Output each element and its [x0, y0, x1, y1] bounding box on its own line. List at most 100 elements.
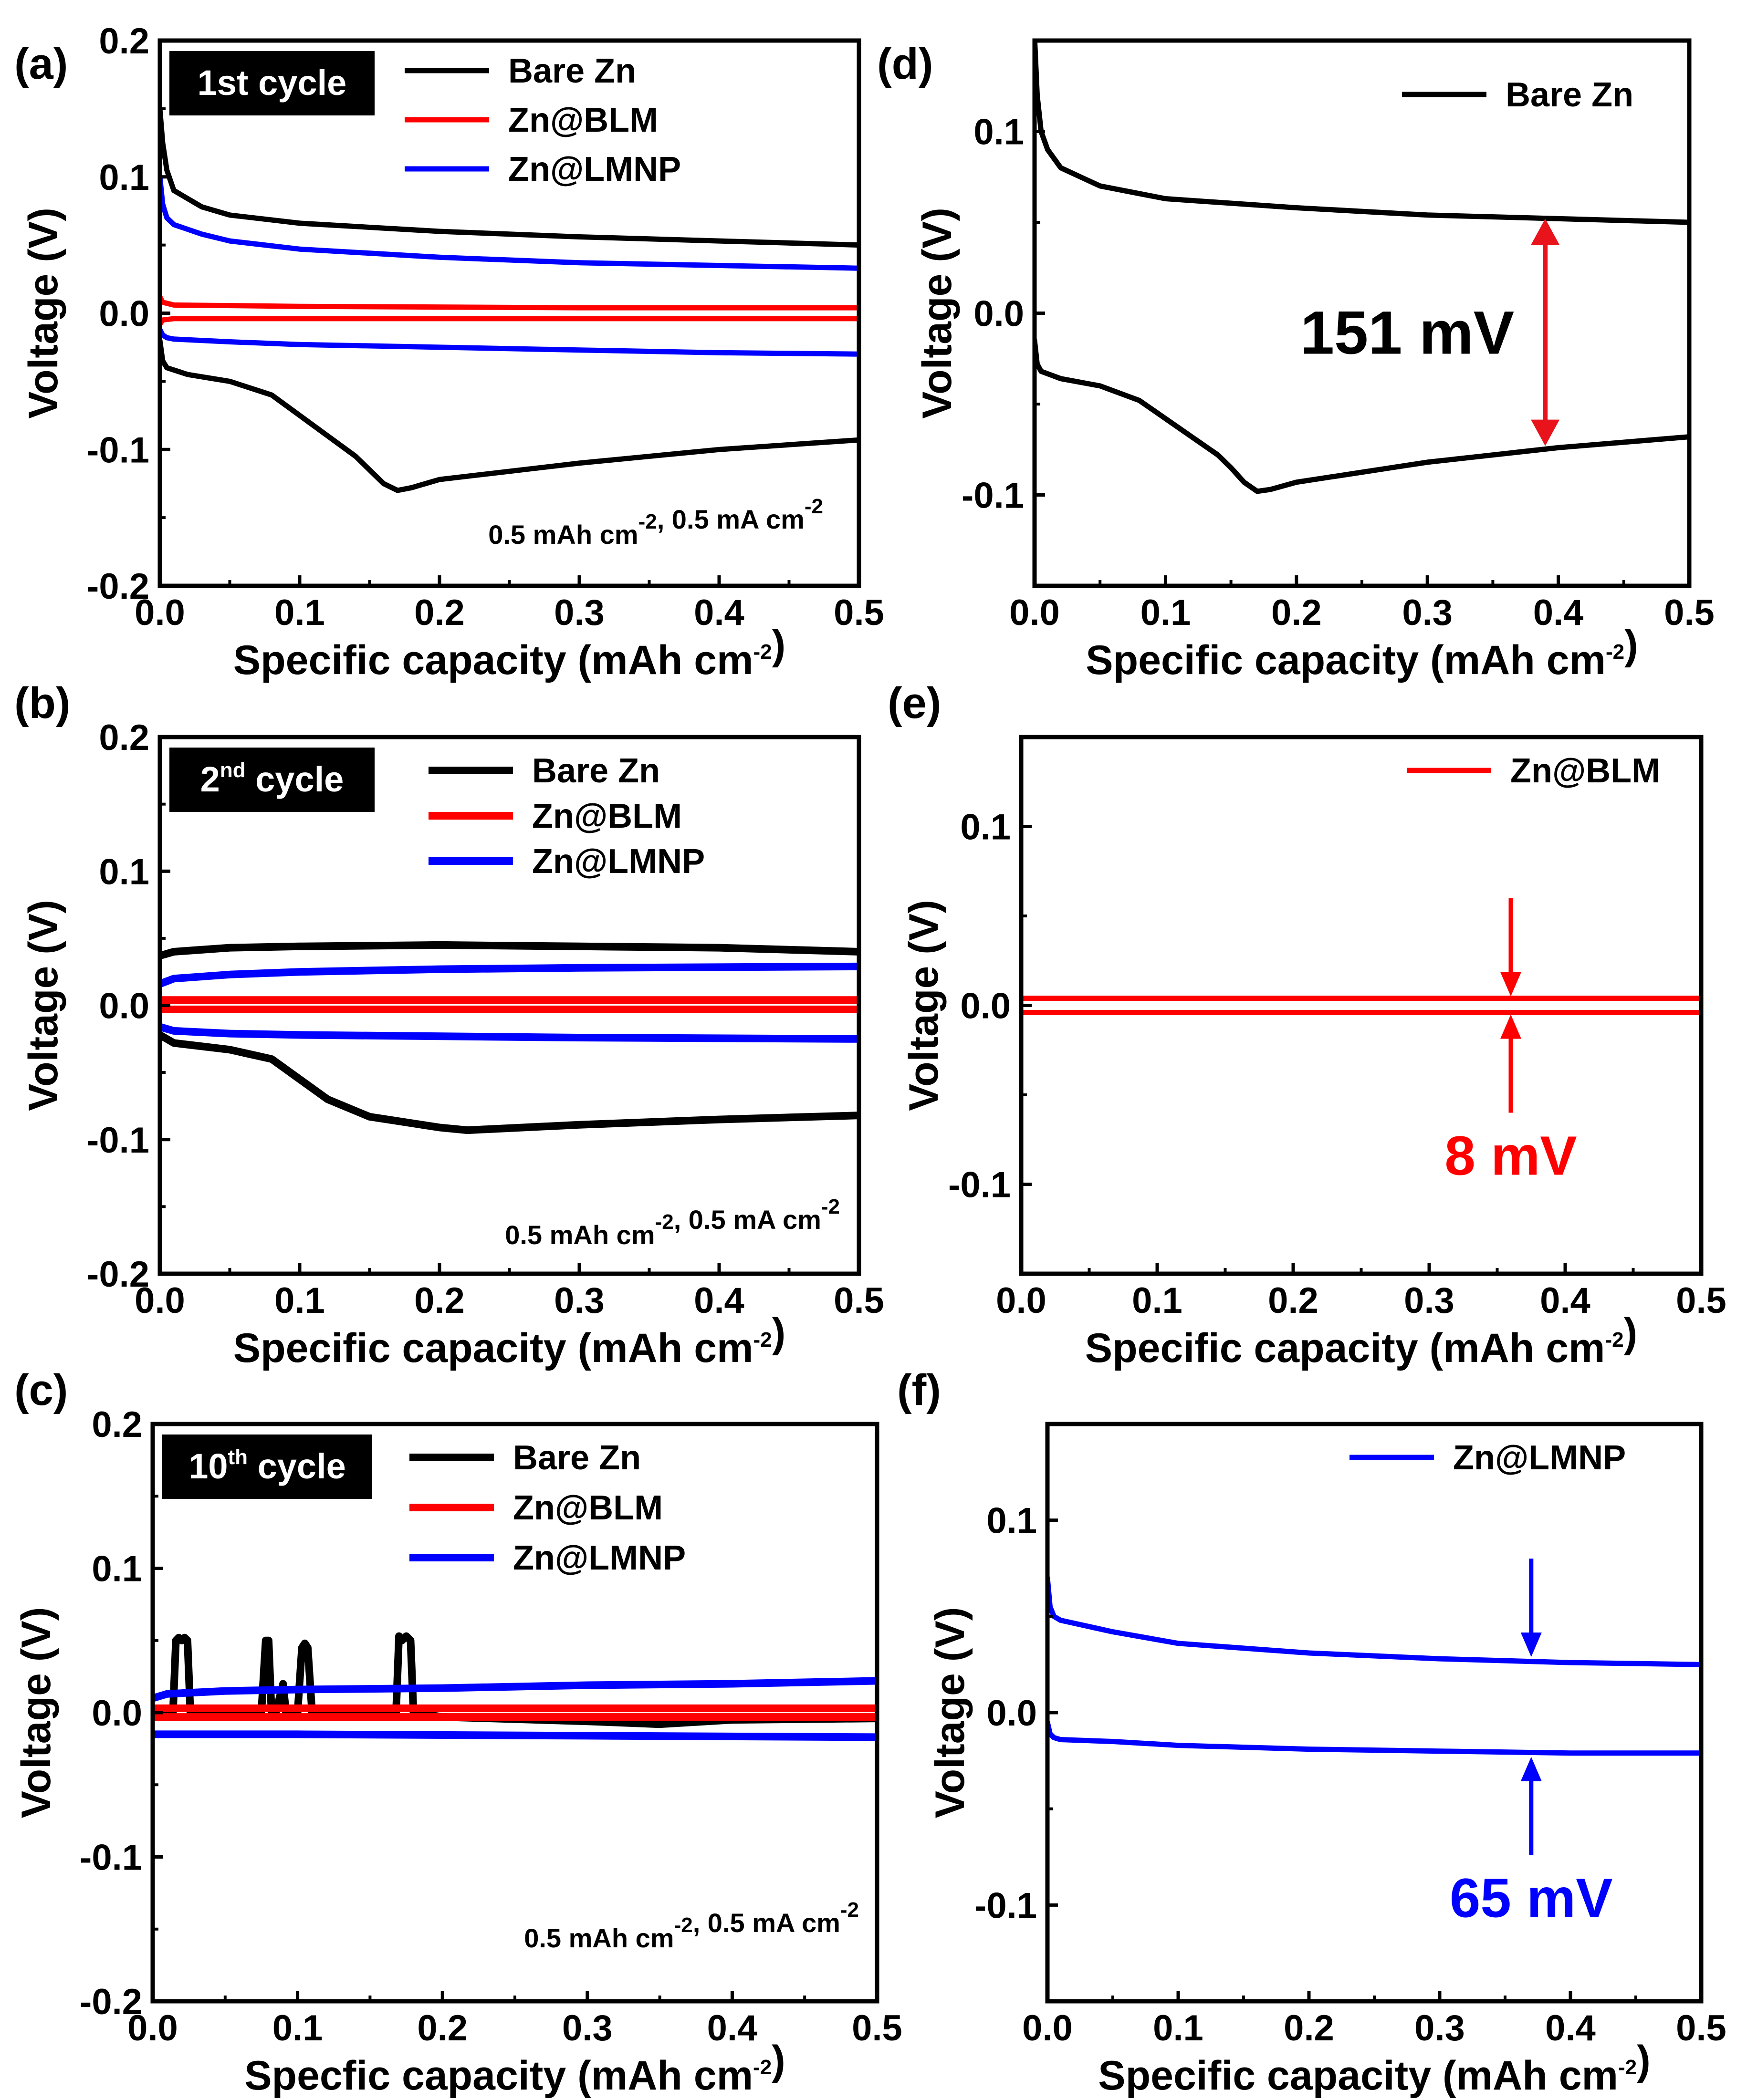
x-tick-label: 0.4 — [707, 2008, 758, 2048]
legend-label: Zn@BLM — [1510, 752, 1660, 790]
x-tick-label: 0.2 — [414, 593, 465, 633]
panel-a: 0.0 0.1 0.2 0.3 0.4 0.5-0.2-0.10.00.10.2Speci… — [14, 21, 884, 683]
panel-label: (b) — [14, 679, 70, 728]
x-tick-label: 0.1 — [272, 2008, 323, 2048]
x-tick-label: 0.0 — [1009, 593, 1060, 633]
x-tick-label: 0.2 — [1284, 2008, 1334, 2048]
y-tick-label: 0.2 — [99, 717, 149, 758]
y-tick-label: 0.1 — [973, 112, 1024, 153]
x-tick-label: 0.4 — [1545, 2008, 1596, 2048]
x-tick-label: 0.1 — [1132, 1280, 1182, 1321]
legend-label: Zn@LMNP — [1453, 1439, 1626, 1477]
x-tick-label: 0.2 — [417, 2008, 468, 2048]
legend-label: Zn@LMNP — [508, 150, 681, 188]
series-line-zn-blm — [160, 294, 859, 311]
series-group — [160, 106, 859, 493]
cycle-word: cycle — [246, 759, 344, 799]
y-axis-title: Voltage (V) — [901, 900, 947, 1111]
gap-arrowhead-down — [1531, 419, 1560, 446]
x-tick-label: 0.2 — [414, 1280, 465, 1321]
text-run: cm — [1546, 1325, 1605, 1371]
series-line-bare-zn — [160, 106, 859, 248]
y-axis-title: Voltage (V) — [21, 208, 66, 419]
series-line-zn-lmnp — [1047, 1575, 1701, 1667]
x-axis-title: Specific capacity (mAh cm-2) — [233, 1310, 786, 1371]
unit-superscript: -2 — [805, 495, 823, 518]
y-tick-label: -0.1 — [80, 1838, 142, 1878]
panel-label: (d) — [877, 40, 933, 88]
series-line-zn-lmnp — [153, 1730, 877, 1741]
panel-label: (a) — [14, 40, 68, 88]
series-group — [160, 941, 859, 1134]
legend-label: Zn@BLM — [532, 797, 682, 835]
series-line-bare-zn — [1035, 41, 1689, 225]
text-run: cm — [783, 1205, 821, 1235]
x-tick-label: 0.0 — [127, 2008, 178, 2048]
text-run: , 0.5 mA — [693, 1908, 802, 1938]
cycle-number: 10 — [188, 1446, 228, 1486]
text-run: cm — [1547, 637, 1606, 683]
y-tick-label: 0.1 — [99, 852, 149, 892]
y-tick-label: 0.2 — [92, 1404, 142, 1445]
series-line-zn-lmnp — [1047, 1719, 1701, 1756]
legend-label: Zn@LMNP — [513, 1539, 686, 1577]
gap-arrowhead-top — [1500, 972, 1521, 997]
text-run: ) — [772, 1310, 786, 1356]
cycle-superscript: th — [228, 1445, 248, 1469]
unit-superscript: -2 — [753, 640, 772, 664]
legend-label: Bare Zn — [508, 52, 636, 90]
unit-superscript: -2 — [1605, 1328, 1623, 1351]
y-tick-label: -0.2 — [87, 1254, 149, 1295]
y-tick-label: -0.2 — [87, 566, 149, 607]
y-tick-label: 0.2 — [99, 21, 149, 62]
y-tick-label: 0.1 — [99, 157, 149, 198]
text-run: 0.5 mAh — [488, 520, 599, 550]
x-axis-title: Specfic capacity (mAh cm-2) — [244, 2038, 785, 2099]
x-tick-label: 0.3 — [1404, 1280, 1454, 1321]
y-axis-title: Voltage (V) — [13, 1607, 59, 1819]
y-axis-title: Voltage (V) — [927, 1607, 973, 1819]
gap-arrowhead-up — [1531, 218, 1560, 245]
condition-note: 0.5 mAh cm-2, 0.5 mA cm-2 — [488, 495, 823, 550]
series-line-zn-lmnp — [160, 1023, 859, 1043]
text-run: ) — [1637, 2038, 1651, 2083]
text-run: Specfic capacity (mAh — [244, 2053, 694, 2099]
cycle-number: 2 — [200, 759, 220, 799]
x-tick-label: 0.5 — [1664, 593, 1715, 633]
x-tick-label: 0.0 — [1022, 2008, 1073, 2048]
text-run: ) — [1624, 1310, 1638, 1356]
legend-label: Zn@LMNP — [532, 842, 705, 881]
text-run: 0.5 mAh — [505, 1220, 616, 1250]
legend-label: Bare Zn — [1506, 76, 1633, 114]
unit-superscript: -2 — [638, 510, 657, 533]
y-tick-label: -0.1 — [974, 1885, 1037, 1926]
panel-c: 0.0 0.1 0.2 0.3 0.4 0.5-0.2-0.10.00.10.2Specf… — [13, 1366, 902, 2099]
x-tick-label: 0.0 — [996, 1280, 1046, 1321]
panel-label: (c) — [14, 1366, 68, 1414]
series-line-bare-zn — [1035, 338, 1689, 494]
text-run: cm — [694, 2053, 753, 2099]
panel-label: (e) — [888, 679, 941, 728]
gap-label: 65 mV — [1450, 1867, 1613, 1929]
series-group — [1035, 41, 1689, 494]
text-run: cm — [694, 637, 753, 683]
series-line-bare-zn — [160, 338, 859, 493]
panel-label: (f) — [897, 1366, 941, 1414]
text-run: cm — [694, 1325, 753, 1371]
y-tick-label: -0.1 — [962, 476, 1024, 516]
series-line-bare-zn — [160, 1031, 859, 1134]
legend-label: Zn@BLM — [508, 101, 658, 139]
series-line-zn-lmnp — [153, 1677, 877, 1702]
text-run: Specific capacity (mAh — [233, 637, 694, 683]
cycle-badge — [162, 1435, 372, 1499]
text-run: ) — [772, 622, 786, 668]
series-line-zn-lmnp — [160, 962, 859, 988]
y-axis-title: Voltage (V) — [21, 900, 66, 1111]
y-tick-label: -0.2 — [80, 1982, 142, 2022]
text-run: cm — [636, 1923, 674, 1953]
x-tick-label: 0.3 — [1402, 593, 1453, 633]
y-tick-label: 0.0 — [92, 1693, 142, 1734]
y-tick-label: 0.0 — [99, 294, 149, 334]
unit-superscript: -2 — [753, 1328, 772, 1351]
